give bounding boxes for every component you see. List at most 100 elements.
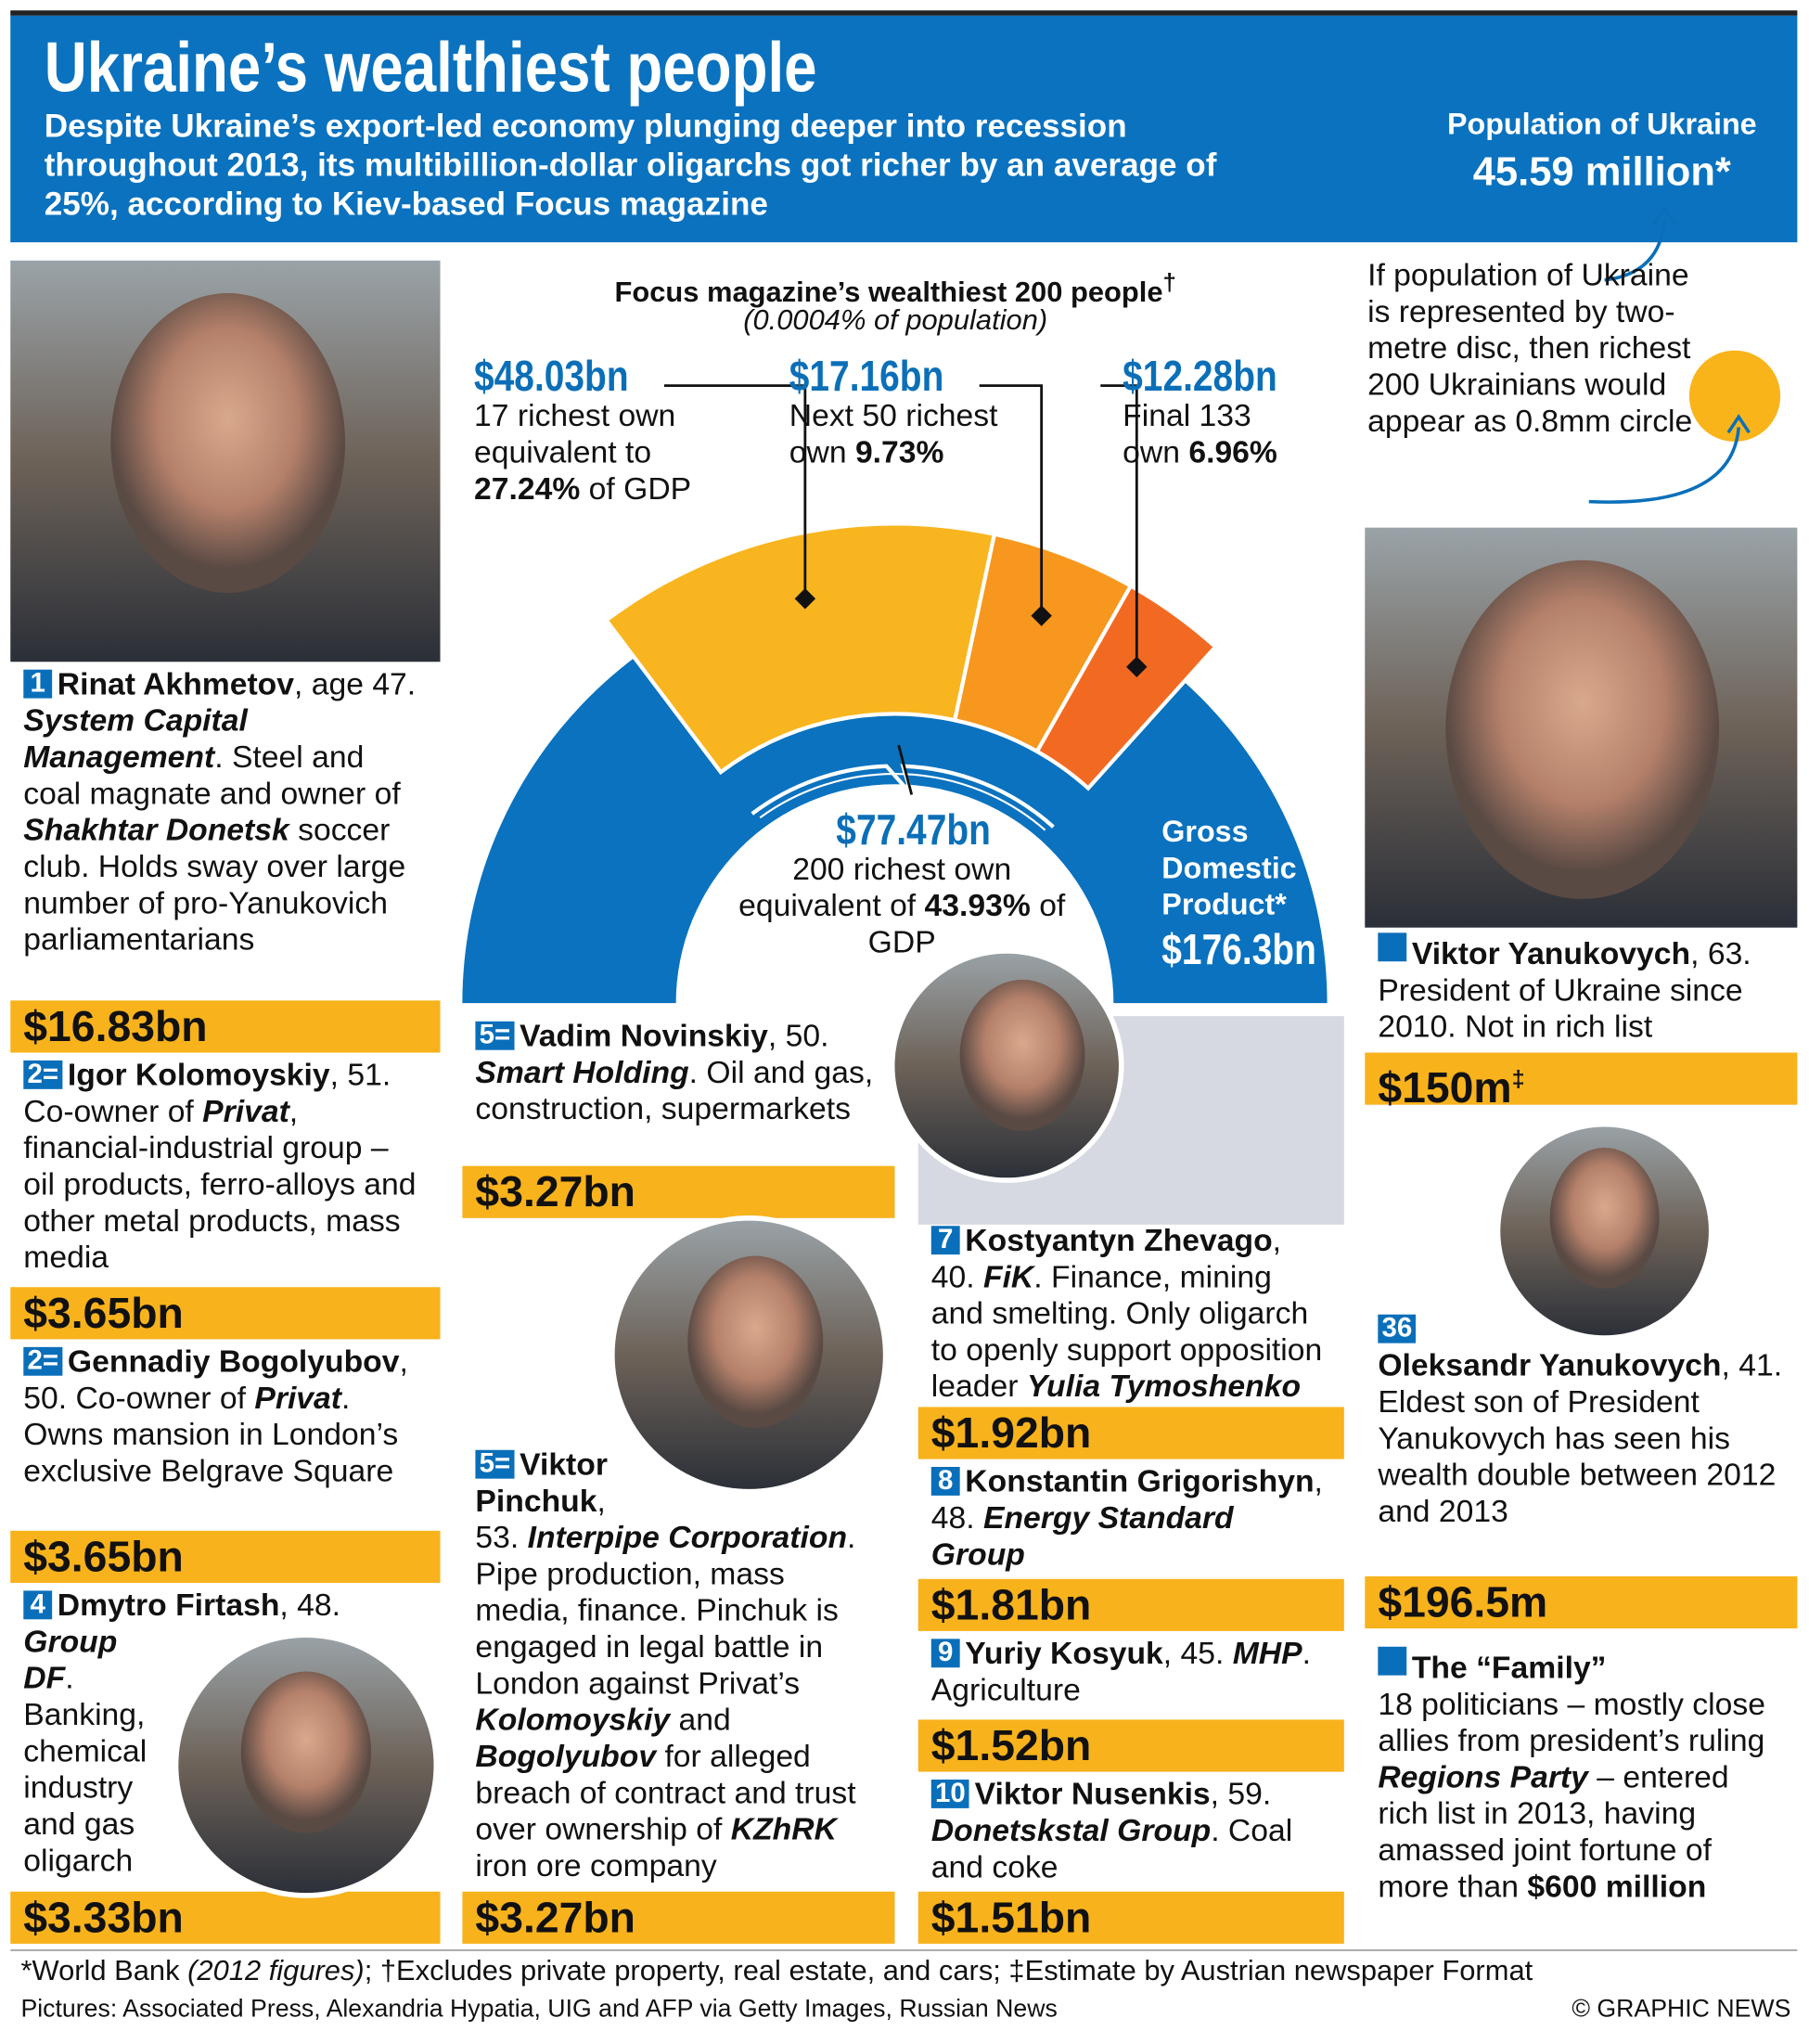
text-run: 18 politicians – mostly close allies fro…	[1378, 1687, 1765, 1759]
text-run: Privat	[254, 1381, 341, 1417]
top-rule	[10, 10, 1798, 16]
rank-badge: 10	[930, 1779, 970, 1808]
arrowhead	[1652, 205, 1676, 225]
segment-value: $12.28bn	[1123, 352, 1277, 401]
text-run: *World Bank	[20, 1954, 188, 1987]
title: Ukraine’s wealthiest people	[44, 28, 817, 108]
text-run: FiK	[982, 1259, 1034, 1295]
text-run: – entered rich list in 2013, having amas…	[1378, 1759, 1729, 1905]
text-run: . Owns mansion in London’s exclusive Bel…	[23, 1381, 399, 1489]
total-label: $77.47bn 200 richest own equivalent of 4…	[729, 804, 1074, 962]
text-run: 9.73%	[854, 434, 944, 470]
text-run: . Pipe production, mass media, finance. …	[475, 1520, 856, 1702]
total-value: $77.47bn	[836, 804, 991, 854]
wealth: $1.92bn	[917, 1407, 1344, 1459]
text-run: , 48.	[279, 1588, 340, 1624]
person-name: Viktor Yanukovych	[1411, 936, 1691, 972]
segment-label: $12.28bn Final 133 own 6.96%	[1123, 354, 1292, 471]
person-name: Viktor Pinchuk	[475, 1446, 608, 1520]
wealth: $150m	[1378, 1062, 1512, 1112]
leader	[979, 384, 1044, 616]
arrowhead	[1726, 414, 1751, 434]
text-run: . Coal and coke	[930, 1813, 1293, 1885]
segment-label: $17.16bn Next 50 richest own 9.73%	[789, 354, 1024, 471]
rank-badge: 1	[23, 669, 53, 699]
copyright: © GRAPHIC NEWS	[1572, 1996, 1791, 2024]
person-card: 8 Konstantin Grigorishyn, 48. Energy Stan…	[918, 1459, 1344, 1579]
text-run: and	[670, 1703, 731, 1739]
text-run: , 63. President of Ukraine since 2010. N…	[1378, 936, 1751, 1046]
rank-badge: 7	[930, 1226, 960, 1255]
text-run: $600 million	[1527, 1869, 1707, 1905]
text-run: Final 133 own	[1123, 398, 1251, 470]
person-name: Kostyantyn Zhevago	[965, 1223, 1273, 1259]
person-card: 10 Viktor Nusenkis, 59. Donetskstal Group…	[918, 1772, 1344, 1892]
person-name: Konstantin Grigorishyn	[965, 1464, 1315, 1500]
text-run: Interpipe Corporation	[527, 1520, 848, 1556]
photo-face	[110, 292, 346, 593]
text-run: . Banking, chemical industry and gas oli…	[23, 1661, 148, 1879]
person-card: 9 Yuriy Kosyuk, 45. MHP. Agriculture	[918, 1631, 1344, 1719]
text-run: Yulia Tymoshenko	[1026, 1369, 1302, 1405]
disc-note: If population of Ukraine is represented …	[1367, 258, 1693, 440]
text-run: Regions Party	[1378, 1759, 1588, 1795]
person-name: Oleksandr Yanukovych	[1378, 1348, 1722, 1384]
layout	[160, 1625, 428, 1918]
text-run: , 50.	[767, 1019, 829, 1054]
person-name: Gennadiy Bogolyubov	[67, 1344, 400, 1380]
footnote-mark: ‡	[1511, 1065, 1525, 1092]
rank-badge: 8	[930, 1466, 960, 1496]
text-run: Next 50 richest own	[789, 398, 998, 470]
footnote-mark: †	[1162, 268, 1176, 296]
person-card: 5= Viktor Pinchuk, 53. Interpipe Corporat…	[462, 1442, 894, 1891]
subtitle: Despite Ukraine’s export-led economy plu…	[44, 108, 1217, 224]
text-run: , 41. Eldest son of President Yanukovych…	[1378, 1348, 1783, 1530]
arrow	[1588, 427, 1740, 504]
disc	[1688, 350, 1781, 442]
rank-badge: 5=	[475, 1021, 515, 1050]
text-run: Donetskstal Group	[930, 1813, 1212, 1849]
text-run: soccer club. Holds sway over large numbe…	[23, 813, 406, 958]
gdp-value: $176.3bn	[1161, 924, 1316, 973]
person-name: Viktor Nusenkis	[974, 1777, 1211, 1813]
text-run: . Oil and gas, construction, supermarket…	[475, 1055, 874, 1127]
text-run: , 53.	[475, 1484, 606, 1556]
text-run: 27.24%	[474, 471, 581, 508]
text-run: . Finance, mining and smelting. Only oli…	[930, 1259, 1323, 1405]
credit: Pictures: Associated Press, Alexandria H…	[20, 1996, 1058, 2024]
layout	[1378, 932, 1407, 962]
person-name: Yuriy Kosyuk	[965, 1636, 1163, 1672]
text-run: 17 richest own equivalent to	[474, 398, 676, 470]
text-run: Energy Standard Group	[930, 1500, 1234, 1573]
person-card: The “Family” 18 politicians – mostly clos…	[1365, 1641, 1797, 1941]
leader	[663, 384, 807, 599]
rank-badge: 5=	[475, 1449, 515, 1479]
person-card: 4 Dmytro Firtash, 48. Group DF. Banking, …	[10, 1583, 440, 1892]
rank-badge: 2=	[23, 1346, 63, 1376]
person-card: 1 Rinat Akhmetov, age 47. System Capital …	[10, 662, 440, 1000]
gauge-title-wrap: Focus magazine’s wealthiest 200 people†	[521, 268, 1270, 309]
wealth: $1.81bn	[917, 1578, 1344, 1631]
text-run: iron ore company	[475, 1848, 717, 1884]
text-run: , 48.	[930, 1464, 1323, 1536]
text-run: , 59.	[1210, 1777, 1272, 1813]
text-run: Smart Holding	[475, 1055, 689, 1091]
text-run: ; †Excludes private property, real estat…	[364, 1954, 1533, 1987]
footnotes: *World Bank (2012 figures); †Excludes pr…	[20, 1954, 1791, 1988]
person-name: Vadim Novinskiy	[520, 1019, 768, 1054]
person-name: Rinat Akhmetov	[57, 666, 295, 702]
text-run: Shakhtar Donetsk	[23, 813, 289, 849]
text-run: , 45.	[1162, 1636, 1233, 1672]
layout	[628, 1447, 882, 1512]
photo-face	[1445, 559, 1720, 899]
gdp-value-wrap: $176.3bn	[1161, 925, 1345, 974]
text-run: , 40.	[930, 1223, 1282, 1295]
text-run: . Agriculture	[930, 1636, 1311, 1708]
person-card: Viktor Yanukovych, 63. President of Ukra…	[1365, 928, 1797, 1053]
person-name: Dmytro Firtash	[57, 1588, 280, 1624]
wealth: $3.27bn	[462, 1891, 895, 1944]
text-run: (2012 figures)	[187, 1954, 365, 1987]
person-card: 7 Kostyantyn Zhevago, 40. FiK. Finance, m…	[918, 1218, 1344, 1408]
layout	[1378, 1646, 1407, 1676]
